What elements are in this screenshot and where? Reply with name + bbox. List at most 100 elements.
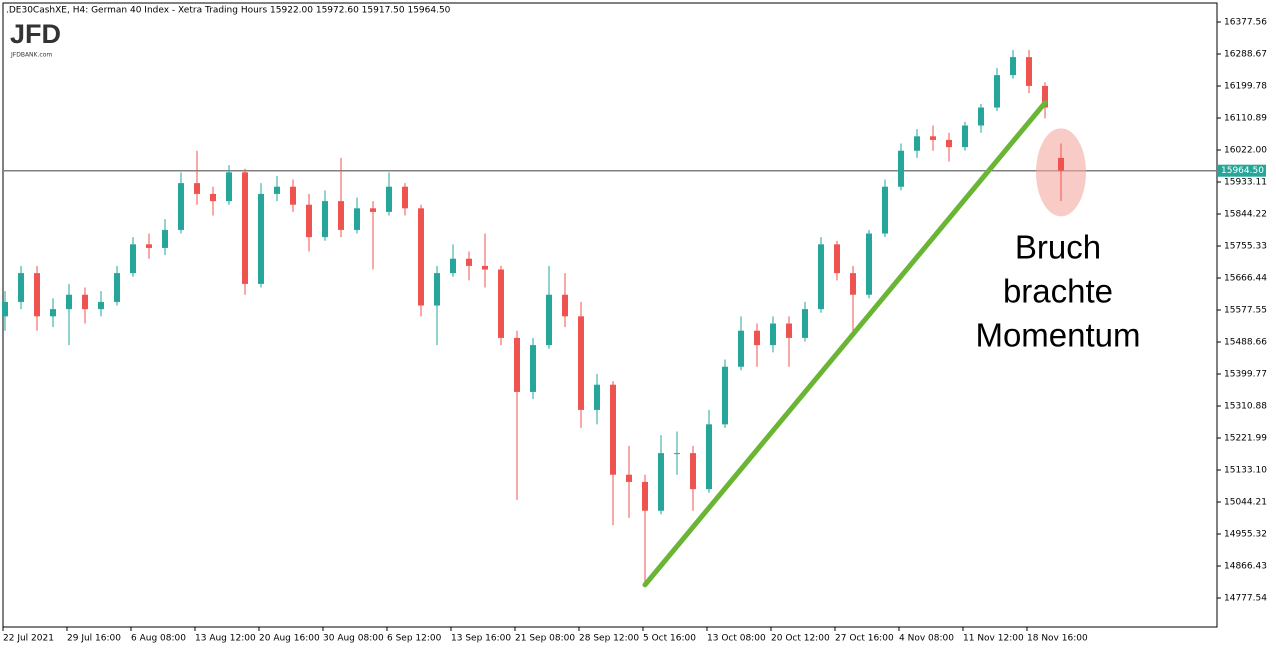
y-tick-label: 14955.32 bbox=[1224, 530, 1267, 540]
x-tick-label: 22 Jul 2021 bbox=[3, 634, 54, 644]
candle-body bbox=[594, 384, 600, 410]
x-tick-label: 20 Oct 12:00 bbox=[771, 634, 830, 644]
y-tick-label: 16377.56 bbox=[1224, 18, 1267, 28]
candle-body bbox=[994, 75, 1000, 108]
candle-body bbox=[914, 136, 920, 151]
plot-frame bbox=[2, 2, 1218, 628]
x-tick-label: 13 Sep 16:00 bbox=[451, 634, 511, 644]
y-tick-label: 15133.10 bbox=[1224, 466, 1267, 476]
candle-body bbox=[898, 150, 904, 187]
candle-body bbox=[466, 258, 472, 266]
y-tick-label: 16199.78 bbox=[1224, 82, 1267, 92]
candle-body bbox=[722, 366, 728, 425]
candle-body bbox=[802, 309, 808, 338]
candle-body bbox=[530, 345, 536, 392]
candle-body bbox=[402, 186, 408, 209]
candle-body bbox=[754, 330, 760, 346]
y-tick-label: 15221.99 bbox=[1224, 434, 1267, 444]
x-tick-label: 21 Sep 08:00 bbox=[515, 634, 575, 644]
candle-body bbox=[18, 273, 24, 302]
candle-body bbox=[306, 204, 312, 238]
x-tick-label: 6 Aug 08:00 bbox=[131, 634, 186, 644]
candle-body bbox=[130, 244, 136, 274]
x-tick-label: 18 Nov 16:00 bbox=[1027, 634, 1088, 644]
x-tick-label: 13 Oct 08:00 bbox=[707, 634, 766, 644]
x-tick-label: 20 Aug 16:00 bbox=[259, 634, 320, 644]
annotation: brachte bbox=[1003, 273, 1113, 310]
candle-body bbox=[242, 172, 248, 284]
x-tick-label: 11 Nov 12:00 bbox=[963, 634, 1024, 644]
candle-body bbox=[258, 193, 264, 284]
x-tick-label: 5 Oct 16:00 bbox=[643, 634, 696, 644]
candle-body bbox=[338, 201, 344, 230]
y-tick-label: 15933.11 bbox=[1224, 178, 1267, 188]
candle-body bbox=[114, 273, 120, 302]
price-label-box bbox=[1218, 164, 1266, 177]
candle-body bbox=[610, 384, 616, 475]
y-tick-label: 16288.67 bbox=[1224, 50, 1267, 60]
candle-body bbox=[1026, 57, 1032, 86]
y-tick-label: 15044.21 bbox=[1224, 498, 1267, 508]
candle-body bbox=[370, 208, 376, 212]
candle-body bbox=[434, 273, 440, 306]
candle-body bbox=[146, 244, 152, 248]
x-tick-label: 13 Aug 12:00 bbox=[195, 634, 256, 644]
candle-body bbox=[290, 186, 296, 205]
annotation: Bruch bbox=[1015, 229, 1101, 266]
candle-body bbox=[818, 244, 824, 310]
logo: JFD bbox=[10, 19, 61, 49]
candle-body bbox=[1058, 157, 1064, 171]
trendline bbox=[642, 100, 1048, 588]
y-tick-label: 15666.44 bbox=[1224, 274, 1267, 284]
candle-body bbox=[626, 474, 632, 482]
candle-body bbox=[1010, 57, 1016, 76]
candle-body bbox=[1042, 85, 1048, 108]
y-tick-label: 15399.77 bbox=[1224, 370, 1267, 380]
candle-body bbox=[930, 136, 936, 140]
y-tick-label: 15844.22 bbox=[1224, 210, 1267, 220]
candle-body bbox=[98, 301, 104, 310]
candle-body bbox=[418, 208, 424, 306]
candle-body bbox=[162, 229, 168, 248]
candle-body bbox=[834, 244, 840, 274]
logo-sub: JFDBANK.com bbox=[10, 52, 52, 59]
y-tick-label: 16022.00 bbox=[1224, 146, 1267, 156]
candle-body bbox=[274, 186, 280, 194]
candle-body bbox=[546, 294, 552, 346]
candle-body bbox=[322, 201, 328, 238]
candle-body bbox=[642, 481, 648, 511]
candle-body bbox=[354, 208, 360, 230]
candle-body bbox=[178, 183, 184, 230]
candle-body bbox=[562, 294, 568, 317]
x-tick-label: 28 Sep 12:00 bbox=[579, 634, 639, 644]
x-tick-label: 29 Jul 16:00 bbox=[67, 634, 121, 644]
candle-body bbox=[946, 139, 952, 148]
candle-body bbox=[882, 186, 888, 234]
candle-body bbox=[34, 273, 40, 317]
candle-body bbox=[226, 172, 232, 202]
candle-body bbox=[66, 294, 72, 310]
candle-body bbox=[674, 453, 680, 455]
candle-body bbox=[578, 316, 584, 410]
candle-body bbox=[706, 424, 712, 490]
x-tick-label: 6 Sep 12:00 bbox=[387, 634, 442, 644]
x-tick-label: 27 Oct 16:00 bbox=[835, 634, 894, 644]
candle-body bbox=[658, 453, 664, 511]
candle-body bbox=[386, 186, 392, 212]
candle-body bbox=[866, 233, 872, 295]
candle-body bbox=[738, 330, 744, 367]
y-tick-label: 15310.88 bbox=[1224, 402, 1267, 412]
candle-body bbox=[450, 258, 456, 274]
candle-body bbox=[514, 337, 520, 392]
candle-body bbox=[770, 323, 776, 346]
annotation: Momentum bbox=[975, 317, 1140, 354]
chart-header: .DE30CashXE, H4: German 40 Index - Xetra… bbox=[6, 6, 451, 16]
x-tick-label: 4 Nov 08:00 bbox=[899, 634, 954, 644]
candle-body bbox=[194, 183, 200, 194]
y-tick-label: 15755.33 bbox=[1224, 242, 1267, 252]
x-tick-label: 30 Aug 08:00 bbox=[323, 634, 384, 644]
candle-body bbox=[962, 125, 968, 148]
price-label: 15964.50 bbox=[1221, 166, 1264, 176]
